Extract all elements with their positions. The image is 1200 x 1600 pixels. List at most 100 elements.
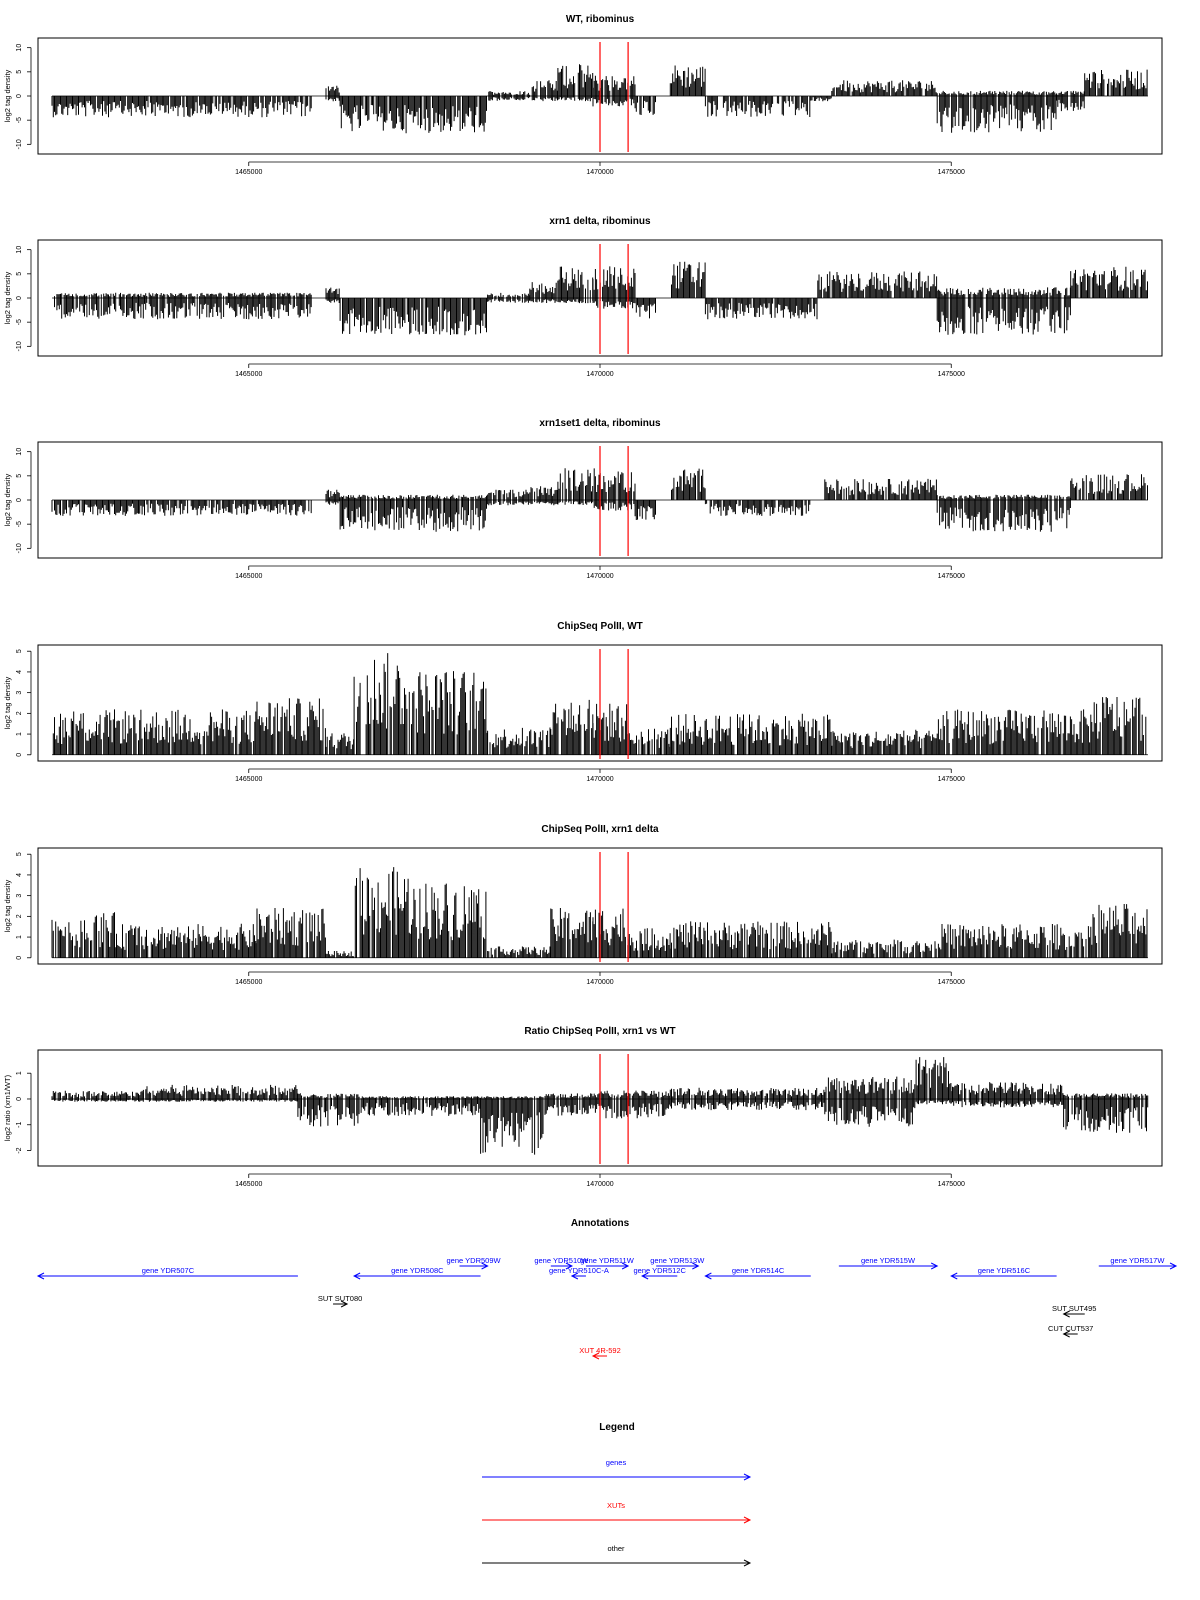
arrow-head-right xyxy=(621,1262,630,1270)
feature-gene: gene YDR517W xyxy=(1098,1256,1178,1270)
signal-bars xyxy=(704,96,811,117)
y-tick-label: 5 xyxy=(16,70,23,74)
y-tick-label: -5 xyxy=(16,521,23,527)
panel-title: Ratio ChipSeq PolII, xrn1 vs WT xyxy=(524,1026,675,1037)
signal-region-10 xyxy=(669,713,832,755)
signal-region-5 xyxy=(411,671,488,755)
signal-region-13 xyxy=(1070,266,1148,298)
signal-bars xyxy=(950,1082,1064,1108)
arrow-head-right xyxy=(481,1262,489,1270)
y-axis-label: log2 tag density xyxy=(3,473,12,526)
x-tick-label: 1475000 xyxy=(938,573,965,580)
signal-region-7 xyxy=(593,468,636,511)
signal-bars xyxy=(557,64,594,102)
signal-bars xyxy=(1084,69,1148,96)
y-tick-label: -10 xyxy=(16,139,23,149)
feature-other: SUT SUT495 xyxy=(1052,1304,1096,1318)
x-tick-label: 1465000 xyxy=(235,979,262,986)
signal-region-15 xyxy=(1084,69,1148,96)
signal-bars xyxy=(487,489,529,506)
signal-region-2 xyxy=(325,287,340,303)
signal-region-7 xyxy=(592,75,636,107)
signal-region-6 xyxy=(557,266,594,304)
plot-frame xyxy=(37,441,1163,559)
legend-item-label: genes xyxy=(606,1458,627,1467)
signal-region-14 xyxy=(1056,90,1085,112)
signal-bars xyxy=(915,1057,952,1105)
y-tick-label: 5 xyxy=(16,852,23,856)
legend-item-other: other xyxy=(482,1544,752,1567)
signal-region-3 xyxy=(339,494,487,532)
feature-gene: gene YDR516C xyxy=(950,1266,1057,1280)
signal-bars xyxy=(51,500,312,516)
signal-region-6 xyxy=(409,883,487,958)
signal-region-12 xyxy=(1063,1093,1149,1133)
signal-bars xyxy=(824,1076,916,1127)
plot-frame xyxy=(37,1049,1163,1167)
y-tick-label: 0 xyxy=(16,498,23,502)
annotations-title: Annotations xyxy=(571,1218,630,1229)
plot-frame xyxy=(37,239,1163,357)
signal-bars xyxy=(937,924,1092,958)
signal-region-12 xyxy=(936,494,1071,532)
arrow-head-right xyxy=(1169,1262,1178,1270)
arrow-head-left xyxy=(570,1272,579,1280)
signal-region-11 xyxy=(669,921,832,958)
legend: Legend genes XUTs other xyxy=(482,1422,752,1567)
y-axis-label: log2 tag density xyxy=(3,69,12,122)
signal-region-2 xyxy=(142,1084,298,1102)
panel-title: xrn1 delta, ribominus xyxy=(549,216,651,227)
signal-bars xyxy=(810,96,832,102)
signal-bars xyxy=(600,1090,671,1119)
feature-xut: XUT 4R-592 xyxy=(579,1346,621,1360)
feature-gene: gene YDR511W xyxy=(580,1256,635,1270)
panel-title: ChipSeq PolII, WT xyxy=(557,621,643,632)
legend-item-label: other xyxy=(607,1544,625,1553)
signal-region-6 xyxy=(544,1093,600,1116)
feature-gene: gene YDR510C-A xyxy=(549,1266,609,1280)
signal-bars xyxy=(529,282,557,303)
signal-region-10 xyxy=(704,96,811,117)
signal-bars xyxy=(297,1093,360,1127)
signal-region-4 xyxy=(487,489,529,506)
signal-region-9 xyxy=(671,468,706,500)
x-tick-label: 1470000 xyxy=(586,776,613,783)
feature-label: gene YDR510W xyxy=(534,1256,589,1265)
signal-region-9 xyxy=(824,1076,916,1127)
signal-region-8 xyxy=(669,1087,825,1111)
feature-label: gene YDR517W xyxy=(1110,1256,1165,1265)
signal-bars xyxy=(52,709,256,755)
signal-bars xyxy=(669,65,706,96)
signal-bars xyxy=(325,85,340,102)
signal-bars xyxy=(1070,474,1148,500)
signal-bars xyxy=(1056,90,1085,112)
arrow-head-left xyxy=(1062,1310,1070,1318)
signal-bars xyxy=(339,96,487,134)
signal-bars xyxy=(936,494,1071,532)
x-tick-label: 1465000 xyxy=(235,776,262,783)
signal-bars xyxy=(487,727,551,755)
signal-region-2 xyxy=(255,698,326,755)
y-tick-label: 10 xyxy=(16,246,23,254)
x-tick-label: 1470000 xyxy=(586,169,613,176)
signal-bars xyxy=(671,468,706,500)
signal-bars xyxy=(409,883,487,958)
signal-bars xyxy=(531,80,558,102)
signal-bars xyxy=(704,298,818,320)
signal-region-10 xyxy=(627,928,671,958)
signal-region-10 xyxy=(915,1057,952,1105)
data-bars xyxy=(51,867,1148,959)
signal-bars xyxy=(824,478,937,500)
y-tick-label: -1 xyxy=(16,1122,23,1128)
signal-region-3 xyxy=(325,733,355,755)
signal-region-13 xyxy=(937,924,1092,958)
signal-bars xyxy=(142,1084,298,1102)
signal-bars xyxy=(487,292,531,303)
signal-bars xyxy=(831,939,937,958)
signal-region-1 xyxy=(51,912,115,958)
legend-item-XUTs: XUTs xyxy=(482,1501,752,1524)
signal-region-9 xyxy=(669,65,706,96)
signal-bars xyxy=(634,500,656,520)
signal-region-8 xyxy=(634,96,656,115)
